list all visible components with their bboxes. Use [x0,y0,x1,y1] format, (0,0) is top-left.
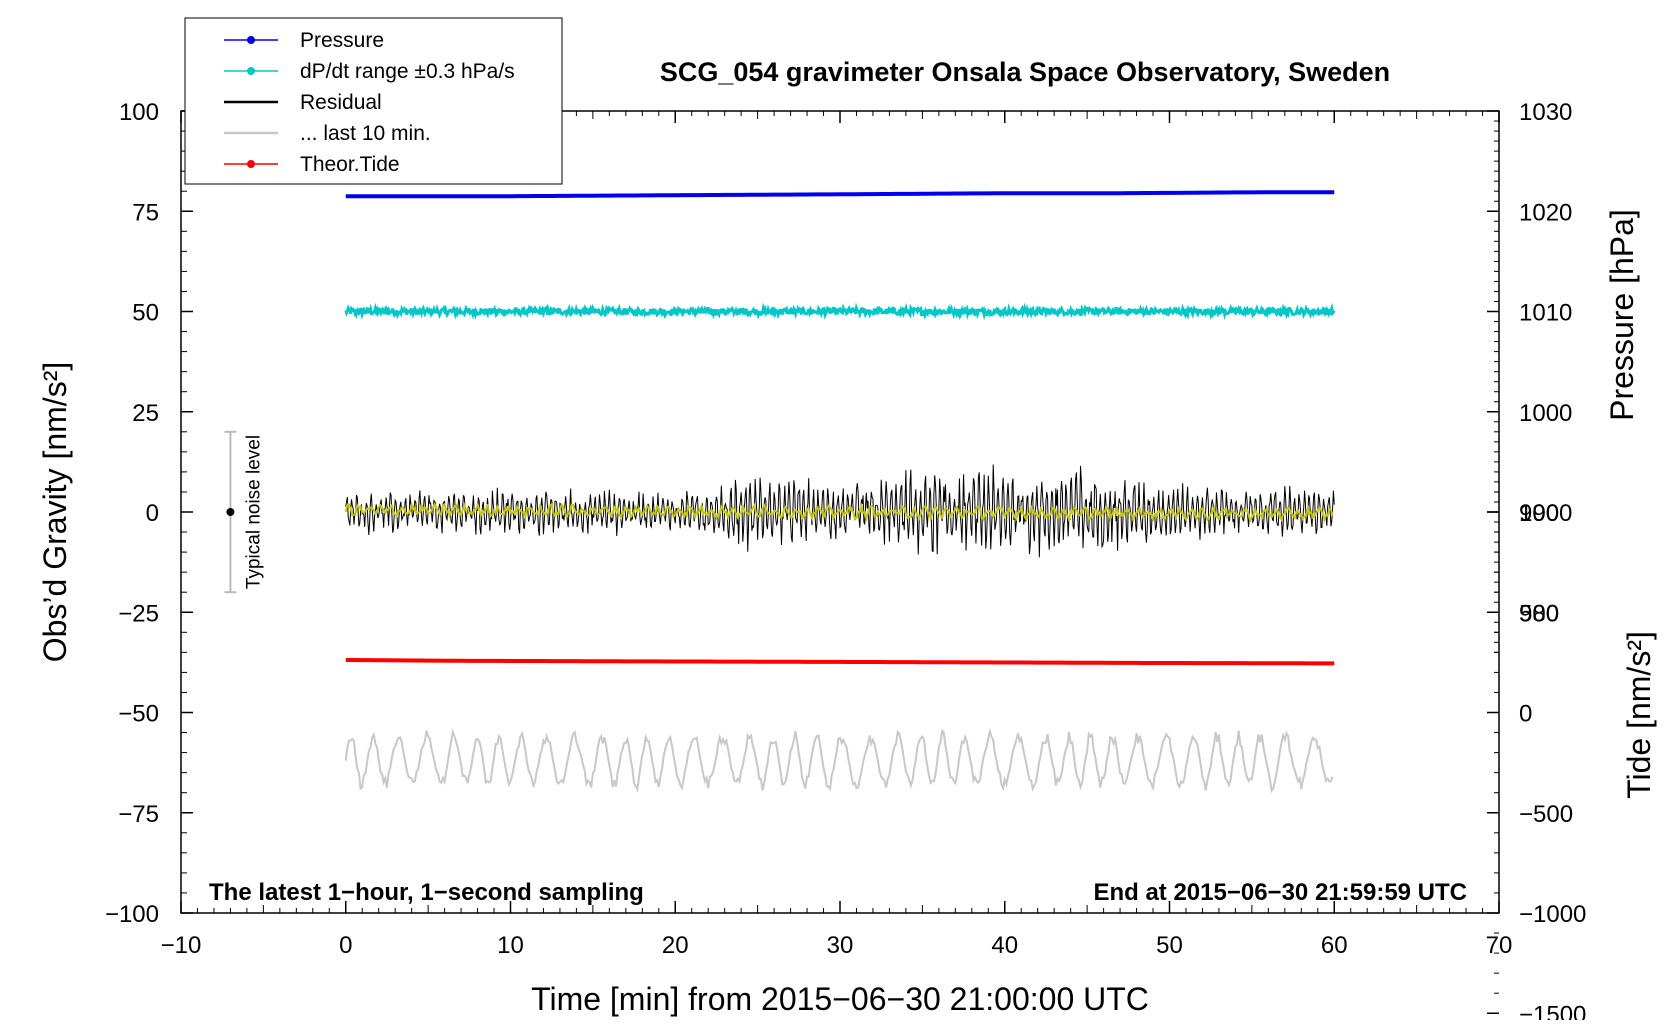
tide-tick-label: −500 [1519,801,1573,828]
legend-label: dP/dt range ±0.3 hPa/s [300,60,515,83]
y-tick-label: −100 [105,901,159,928]
pressure-series-line [345,190,1335,199]
y-tick-label: −50 [118,701,159,728]
pressure-tick-label: 980 [1519,600,1559,627]
y-tick-label: 25 [132,400,159,427]
tide-tick-label: −1000 [1519,901,1586,928]
residual-smoothed-line [344,501,1334,524]
residual-series-line [345,464,1335,558]
x-tick-label: −10 [161,932,202,959]
pressure-tick-label: 1010 [1519,300,1572,327]
tide-series-line [345,657,1335,666]
end-time-note: End at 2015−06−30 21:59:59 UTC [1093,879,1467,906]
x-tick-label: 50 [1156,932,1183,959]
legend-marker [247,67,255,75]
tide-tick-label: −1500 [1519,1001,1586,1020]
chart-title: SCG_054 gravimeter Onsala Space Observat… [660,57,1390,87]
x-tick-label: 20 [662,932,689,959]
pressure-axis-title: Pressure [hPa] [1604,209,1640,421]
y-tick-label: −25 [118,600,159,627]
pressure-tick-label: 1020 [1519,199,1572,226]
y-tick-label: −75 [118,801,159,828]
x-tick-label: 30 [827,932,854,959]
x-tick-label: 10 [497,932,524,959]
x-tick-label: 70 [1486,932,1513,959]
y-tick-label: 75 [132,199,159,226]
y-tick-label: 100 [119,99,159,126]
dpdt-series-line [344,302,1336,321]
tide-axis-title: Tide [nm/s²] [1621,631,1657,799]
legend-label: ... last 10 min. [300,122,431,145]
noise-level-indicator [224,430,237,594]
legend-label: Pressure [300,29,384,52]
y-tick-label: 0 [146,500,159,527]
legend-marker [247,36,255,44]
tide-tick-label: 500 [1519,600,1559,627]
last-10-min-series-line [344,727,1334,794]
x-axis-title: Time [min] from 2015−06−30 21:00:00 UTC [531,981,1149,1017]
x-tick-label: 60 [1321,932,1348,959]
legend-label: Theor.Tide [300,153,400,176]
tide-tick-label: 1000 [1519,500,1572,527]
x-tick-label: 0 [339,932,352,959]
pressure-tick-label: 990 [1519,500,1559,527]
noise-level-label: Typical noise level [243,435,264,589]
pressure-tick-label: 1000 [1519,400,1572,427]
x-tick-label: 40 [991,932,1018,959]
tide-tick-label: 0 [1519,701,1532,728]
sampling-note: The latest 1−hour, 1−second sampling [209,879,644,906]
y-tick-label: 50 [132,300,159,327]
pressure-tick-label: 1030 [1519,99,1572,126]
y-axis-title: Obs’d Gravity [nm/s²] [37,362,73,663]
noise-bar-center-dot [226,508,235,516]
legend-label: Residual [300,91,382,114]
legend-marker [247,160,255,168]
